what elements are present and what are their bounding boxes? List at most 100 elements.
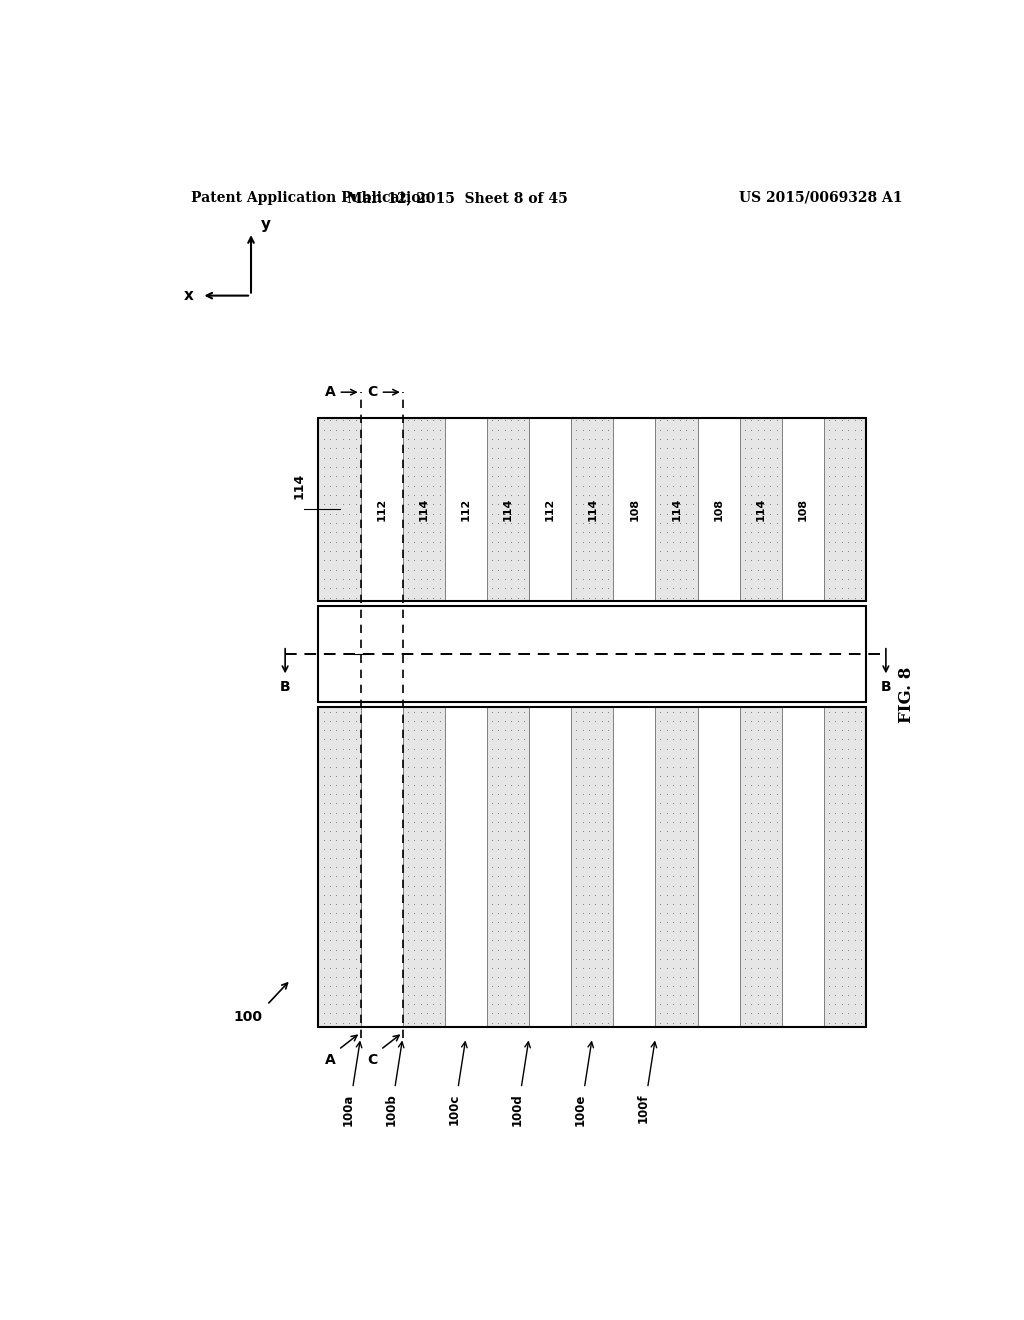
Point	[315, 560, 332, 581]
Point	[750, 747, 766, 768]
Point	[658, 512, 675, 533]
Point	[847, 766, 863, 787]
Point	[750, 847, 766, 869]
Point	[769, 884, 785, 906]
Point	[762, 729, 778, 750]
Point	[315, 457, 332, 478]
Point	[756, 866, 772, 887]
Point	[516, 756, 532, 777]
Point	[509, 420, 525, 441]
Point	[736, 512, 753, 533]
Point	[652, 921, 669, 942]
Point	[847, 494, 863, 515]
Point	[516, 587, 532, 609]
Point	[347, 803, 364, 824]
Point	[750, 766, 766, 787]
Point	[406, 719, 422, 741]
Point	[399, 948, 416, 969]
Point	[431, 1012, 447, 1034]
Point	[821, 939, 838, 960]
Point	[684, 820, 700, 841]
Point	[335, 531, 351, 552]
Point	[600, 569, 616, 590]
Point	[834, 710, 850, 731]
Point	[335, 903, 351, 924]
Point	[483, 475, 500, 496]
Point	[425, 784, 441, 805]
Point	[419, 503, 435, 524]
Point	[315, 857, 332, 878]
Point	[594, 484, 610, 506]
Point	[600, 966, 616, 987]
Point	[652, 766, 669, 787]
Text: 108: 108	[798, 498, 808, 520]
Point	[769, 921, 785, 942]
Point	[503, 512, 519, 533]
Point	[483, 457, 500, 478]
Point	[666, 838, 682, 859]
Point	[666, 738, 682, 759]
Point	[483, 531, 500, 552]
Point	[568, 710, 585, 731]
Point	[834, 701, 850, 722]
Point	[509, 729, 525, 750]
Point	[341, 775, 357, 796]
Point	[658, 829, 675, 850]
Point	[750, 784, 766, 805]
Point	[574, 857, 591, 878]
Point	[736, 420, 753, 441]
Point	[322, 793, 338, 814]
Point	[509, 810, 525, 832]
Point	[672, 569, 688, 590]
Point	[419, 985, 435, 1006]
Point	[588, 429, 604, 450]
Point	[594, 466, 610, 487]
Point	[328, 429, 344, 450]
Point	[853, 994, 869, 1015]
Point	[762, 838, 778, 859]
Point	[568, 531, 585, 552]
Bar	[824, 708, 866, 1027]
Point	[568, 429, 585, 450]
Point	[413, 719, 429, 741]
Point	[516, 875, 532, 896]
Point	[341, 420, 357, 441]
Point	[328, 438, 344, 459]
Point	[431, 409, 447, 430]
Point	[516, 447, 532, 469]
Point	[672, 540, 688, 561]
Point	[335, 466, 351, 487]
Point	[413, 766, 429, 787]
Point	[600, 729, 616, 750]
Point	[490, 475, 507, 496]
Point	[600, 766, 616, 787]
Point	[756, 894, 772, 915]
Point	[736, 756, 753, 777]
Point	[594, 985, 610, 1006]
Point	[762, 857, 778, 878]
Point	[658, 409, 675, 430]
Point	[574, 457, 591, 478]
Point	[600, 503, 616, 524]
Point	[821, 975, 838, 997]
Point	[516, 701, 532, 722]
Point	[497, 447, 513, 469]
Point	[503, 838, 519, 859]
Point	[769, 719, 785, 741]
Point	[341, 966, 357, 987]
Point	[516, 729, 532, 750]
Point	[315, 438, 332, 459]
Point	[756, 701, 772, 722]
Point	[503, 929, 519, 950]
Point	[666, 985, 682, 1006]
Point	[672, 939, 688, 960]
Point	[315, 494, 332, 515]
Point	[399, 894, 416, 915]
Point	[490, 929, 507, 950]
Point	[652, 957, 669, 978]
Point	[678, 829, 694, 850]
Point	[821, 494, 838, 515]
Point	[328, 457, 344, 478]
Point	[762, 820, 778, 841]
Point	[834, 784, 850, 805]
